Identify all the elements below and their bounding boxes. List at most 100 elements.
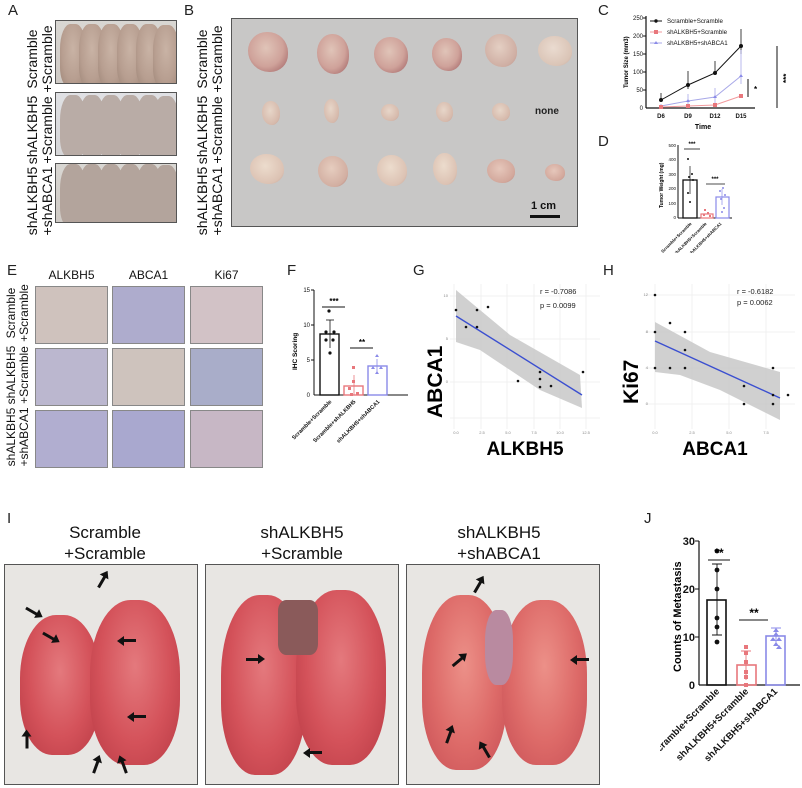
svg-text:Counts of Metastasis: Counts of Metastasis bbox=[672, 561, 684, 672]
row-label-a3: shALKBH5 +shABCA1 bbox=[24, 166, 55, 236]
ihc-image bbox=[35, 410, 108, 468]
lung-photo-scramble bbox=[4, 564, 198, 785]
panel-label-e: E bbox=[7, 262, 18, 279]
panel-label-j: J bbox=[644, 510, 652, 527]
x-axis-title: Time bbox=[695, 124, 711, 131]
ihc-row-label-3: shALKBH5 +shABCA1 bbox=[4, 407, 31, 467]
svg-text:500: 500 bbox=[668, 143, 676, 148]
svg-text:D6: D6 bbox=[657, 114, 665, 120]
svg-text:5.0: 5.0 bbox=[505, 430, 511, 435]
none-label: none bbox=[535, 106, 559, 117]
svg-text:10: 10 bbox=[683, 632, 695, 644]
svg-text:15: 15 bbox=[303, 288, 310, 294]
svg-text:r = -0.6182: r = -0.6182 bbox=[737, 287, 773, 296]
svg-text:ABCA1: ABCA1 bbox=[682, 439, 748, 460]
abca1-ki67-scatter: 12 8 4 0 0.0 2.5 5.0 7.5 r = -0.6182 p = 0.006… bbox=[620, 284, 795, 460]
alkbh5-abca1-scatter: 10 5 0 0.0 2.5 5.0 7.5 10.0 12.5 r = -0.7086 p … bbox=[424, 284, 600, 460]
svg-text:2.5: 2.5 bbox=[689, 430, 695, 435]
svg-text:ABCA1: ABCA1 bbox=[424, 345, 447, 418]
svg-text:200: 200 bbox=[633, 34, 644, 40]
svg-text:p = 0.0099: p = 0.0099 bbox=[540, 301, 576, 310]
panel-label-h: H bbox=[603, 262, 614, 279]
svg-text:7.5: 7.5 bbox=[531, 430, 537, 435]
svg-text:10.0: 10.0 bbox=[556, 430, 565, 435]
mice-photo-shalkbh5-shabca1 bbox=[55, 163, 177, 223]
svg-text:***: *** bbox=[688, 142, 696, 148]
lung-group-label-3: shALKBH5 +shABCA1 bbox=[457, 523, 541, 563]
svg-text:100: 100 bbox=[633, 70, 644, 76]
svg-text:150: 150 bbox=[633, 52, 644, 58]
scale-bar bbox=[530, 215, 560, 218]
svg-text:0: 0 bbox=[689, 680, 695, 692]
svg-text:10: 10 bbox=[303, 323, 310, 329]
lung-group-label-1: Scramble +Scramble bbox=[64, 523, 146, 563]
lung-group-label-2: shALKBH5 +Scramble bbox=[260, 523, 344, 563]
svg-text:D9: D9 bbox=[684, 114, 692, 120]
svg-text:Scramble+Scramble: Scramble+Scramble bbox=[291, 399, 333, 441]
svg-text:30: 30 bbox=[683, 536, 695, 548]
svg-text:400: 400 bbox=[668, 157, 676, 162]
svg-text:12.5: 12.5 bbox=[582, 430, 591, 435]
row-label-b3: shALKBH5 +shABCA1 bbox=[194, 166, 225, 236]
svg-text:Scramble+Scramble: Scramble+Scramble bbox=[667, 18, 723, 25]
ihc-image bbox=[190, 410, 263, 468]
svg-text:shALKBH5+Scramble: shALKBH5+Scramble bbox=[667, 29, 728, 36]
panel-label-c: C bbox=[598, 2, 609, 19]
lung-photo-shalkbh5-shabca1 bbox=[406, 564, 600, 785]
panel-label-b: B bbox=[184, 2, 195, 19]
ihc-image bbox=[35, 348, 108, 406]
svg-text:IHC Scoring: IHC Scoring bbox=[292, 333, 299, 370]
svg-text:***: *** bbox=[329, 297, 339, 306]
panel-label-g: G bbox=[413, 262, 425, 279]
tumor-size-line-chart: 250 200 150 100 50 0 Tumor Size (mm3) D6… bbox=[624, 16, 791, 131]
svg-text:*: * bbox=[754, 85, 758, 94]
lung-photo-shalkbh5-scramble bbox=[205, 564, 399, 785]
svg-text:100: 100 bbox=[668, 201, 676, 206]
svg-text:D12: D12 bbox=[709, 114, 721, 120]
ihc-col-abca1: ABCA1 bbox=[128, 268, 169, 282]
svg-text:2.5: 2.5 bbox=[479, 430, 485, 435]
svg-text:p = 0.0062: p = 0.0062 bbox=[737, 298, 773, 307]
tumor-photo: none 1 cm bbox=[231, 18, 578, 227]
ihc-image bbox=[112, 348, 185, 406]
ihc-image bbox=[190, 286, 263, 344]
svg-text:10: 10 bbox=[444, 293, 449, 298]
svg-text:r = -0.7086: r = -0.7086 bbox=[540, 287, 576, 296]
svg-text:250: 250 bbox=[633, 16, 644, 22]
y-axis-title: Tumor Size (mm3) bbox=[624, 36, 630, 88]
svg-text:0: 0 bbox=[307, 393, 311, 399]
svg-text:4: 4 bbox=[646, 365, 649, 370]
svg-text:ALKBH5: ALKBH5 bbox=[486, 439, 563, 460]
svg-text:5.0: 5.0 bbox=[726, 430, 732, 435]
svg-text:**: ** bbox=[359, 338, 366, 347]
svg-text:Scramble+shALKBH5: Scramble+shALKBH5 bbox=[312, 399, 357, 444]
ihc-col-alkbh5: ALKBH5 bbox=[48, 268, 95, 282]
mice-photo-scramble bbox=[55, 20, 177, 84]
panel-label-f: F bbox=[287, 262, 297, 279]
mice-photo-shalkbh5-scramble bbox=[55, 92, 177, 156]
svg-text:shALKBH5+shABCA1: shALKBH5+shABCA1 bbox=[667, 40, 728, 47]
svg-text:50: 50 bbox=[636, 88, 643, 94]
ihc-image bbox=[35, 286, 108, 344]
svg-text:0.0: 0.0 bbox=[453, 430, 459, 435]
svg-text:***: *** bbox=[782, 73, 791, 83]
svg-text:0.0: 0.0 bbox=[652, 430, 658, 435]
svg-text:shALKBH5+shABCA1: shALKBH5+shABCA1 bbox=[336, 399, 381, 444]
svg-text:20: 20 bbox=[683, 584, 695, 596]
svg-text:300: 300 bbox=[668, 172, 676, 177]
ihc-col-ki67: Ki67 bbox=[214, 268, 239, 282]
svg-text:D15: D15 bbox=[735, 114, 747, 120]
ihc-row-label-2: shALKBH5 +Scramble bbox=[4, 345, 31, 405]
svg-text:**: ** bbox=[749, 606, 759, 620]
ihc-image bbox=[112, 410, 185, 468]
panel-label-d: D bbox=[598, 133, 609, 150]
tumor-weight-bar-chart: 500 400 300 200 100 0 Tumor Weight (mg) *** *… bbox=[659, 142, 732, 253]
svg-text:**: ** bbox=[714, 546, 724, 560]
ihc-row-label-1: Scramble +Scramble bbox=[4, 284, 31, 342]
svg-text:Ki67: Ki67 bbox=[620, 360, 643, 404]
svg-text:200: 200 bbox=[668, 186, 676, 191]
panel-label-i: I bbox=[7, 510, 12, 527]
ihc-image bbox=[190, 348, 263, 406]
svg-text:5: 5 bbox=[446, 336, 449, 341]
